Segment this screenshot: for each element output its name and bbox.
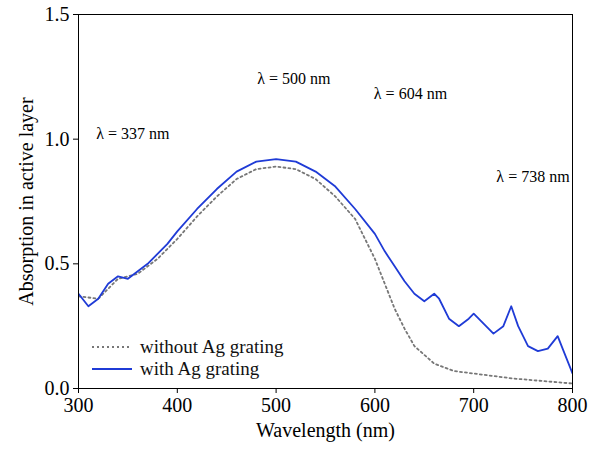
svg-text:λ = 500 nm: λ = 500 nm — [257, 70, 331, 87]
svg-text:λ = 604 nm: λ = 604 nm — [374, 85, 448, 102]
svg-text:Absorption in active layer: Absorption in active layer — [15, 97, 38, 306]
svg-text:1.5: 1.5 — [45, 3, 70, 25]
svg-text:1.0: 1.0 — [45, 128, 70, 150]
svg-text:Wavelength (nm): Wavelength (nm) — [256, 419, 395, 442]
svg-text:800: 800 — [558, 394, 588, 416]
svg-text:0.0: 0.0 — [44, 376, 70, 399]
svg-text:500: 500 — [261, 394, 291, 416]
svg-text:λ = 337 nm: λ = 337 nm — [96, 125, 170, 142]
svg-text:700: 700 — [459, 394, 489, 416]
svg-text:400: 400 — [162, 394, 192, 416]
svg-text:λ = 738 nm: λ = 738 nm — [496, 168, 570, 185]
svg-text:300: 300 — [64, 394, 94, 416]
html-text:without Ag grating: without Ag grating — [140, 336, 284, 357]
html-text:with Ag grating: with Ag grating — [140, 358, 260, 379]
svg-text:600: 600 — [360, 394, 390, 416]
svg-text:0.5: 0.5 — [45, 252, 70, 274]
